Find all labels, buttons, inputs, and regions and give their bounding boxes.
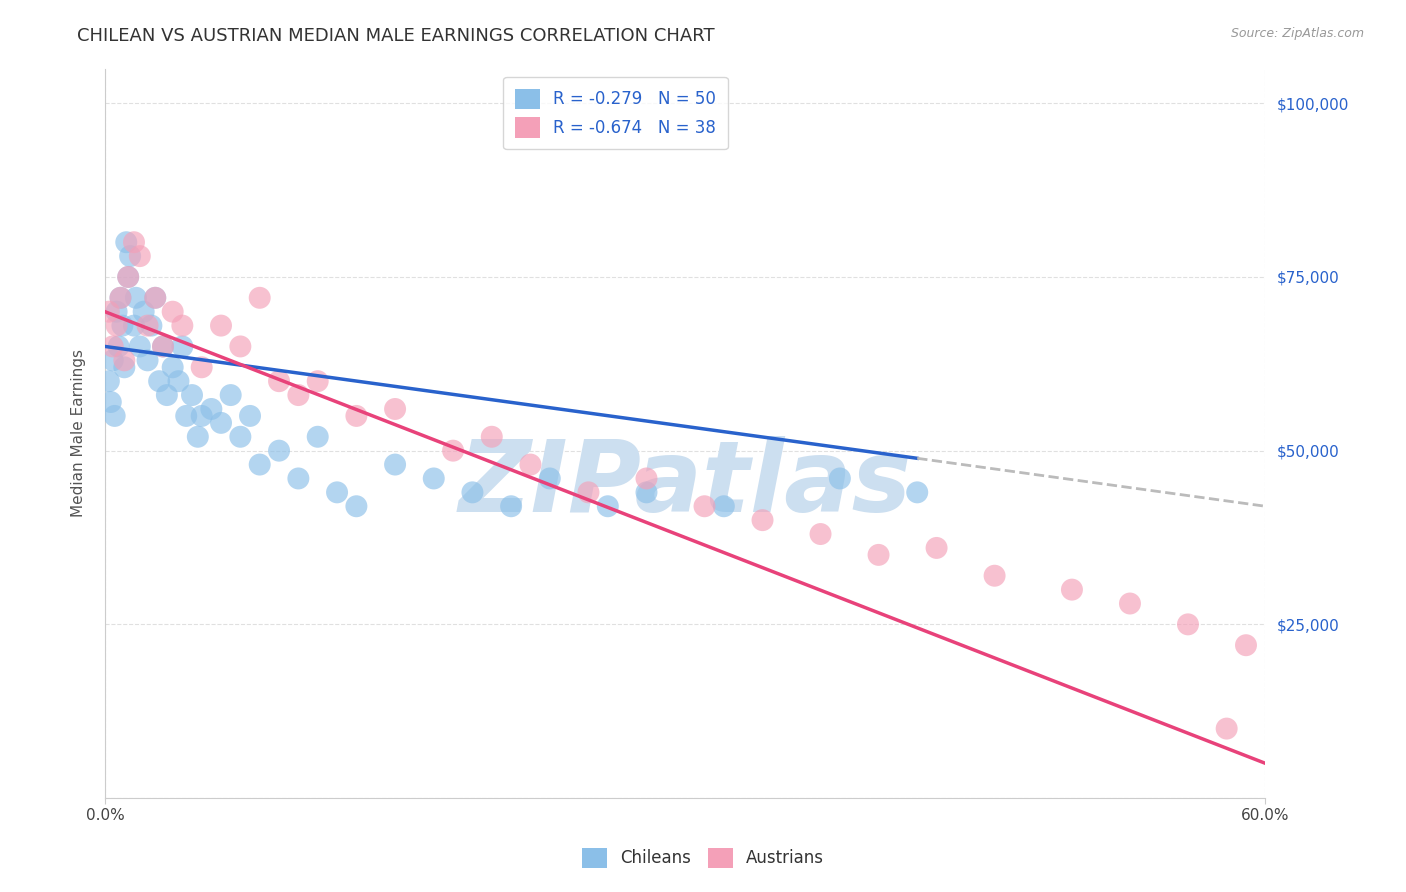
Point [105,304,128,318]
Point [122,235,145,250]
Point [97,374,120,388]
Point [519,458,541,472]
Point [112,360,135,375]
Point [423,471,446,485]
Point [148,374,170,388]
Point [200,401,222,416]
Point [162,304,184,318]
Point [125,291,148,305]
Point [905,485,928,500]
Point [828,471,851,485]
Point [287,388,309,402]
Point [128,249,150,263]
Point [187,430,209,444]
Point [156,388,179,402]
Point [132,304,155,318]
Text: CHILEAN VS AUSTRIAN MEDIAN MALE EARNINGS CORRELATION CHART: CHILEAN VS AUSTRIAN MEDIAN MALE EARNINGS… [77,27,716,45]
Point [239,409,262,423]
Point [636,485,658,500]
Point [481,430,503,444]
Point [167,374,190,388]
Point [143,291,166,305]
Text: Source: ZipAtlas.com: Source: ZipAtlas.com [1230,27,1364,40]
Point [925,541,948,555]
Point [229,339,252,353]
Point [101,339,124,353]
Point [713,500,735,514]
Point [190,409,212,423]
Point [1215,722,1237,736]
Point [287,471,309,485]
Point [267,374,290,388]
Point [120,249,142,263]
Point [172,339,194,353]
Point [636,471,658,485]
Point [174,409,197,423]
Point [209,416,232,430]
Point [983,568,1005,582]
Y-axis label: Median Male Earnings: Median Male Earnings [72,350,86,517]
Point [384,458,406,472]
Point [209,318,232,333]
Point [441,443,464,458]
Point [461,485,484,500]
Point [538,471,561,485]
Point [136,318,159,333]
Point [101,353,124,368]
Point [152,339,174,353]
Legend: R = -0.279   N = 50, R = -0.674   N = 38: R = -0.279 N = 50, R = -0.674 N = 38 [503,77,728,149]
Point [596,500,619,514]
Point [578,485,600,500]
Point [107,339,129,353]
Point [115,235,138,250]
Point [162,360,184,375]
Point [112,353,135,368]
Point [1119,597,1142,611]
Point [384,401,406,416]
Point [104,409,127,423]
Point [97,304,120,318]
Point [110,291,132,305]
Point [117,269,139,284]
Point [122,318,145,333]
Point [810,527,832,541]
Point [128,339,150,353]
Point [249,291,271,305]
Point [111,318,134,333]
Point [100,395,122,409]
Point [141,318,163,333]
Point [152,339,174,353]
Point [172,318,194,333]
Point [693,500,716,514]
Point [249,458,271,472]
Point [1060,582,1083,597]
Point [267,443,290,458]
Point [143,291,166,305]
Legend: Chileans, Austrians: Chileans, Austrians [575,841,831,875]
Point [110,291,132,305]
Point [219,388,242,402]
Point [181,388,204,402]
Point [868,548,890,562]
Point [344,409,367,423]
Point [307,374,329,388]
Point [307,430,329,444]
Point [1234,638,1257,652]
Point [501,500,523,514]
Point [326,485,349,500]
Point [105,318,128,333]
Point [190,360,212,375]
Point [344,500,367,514]
Point [1177,617,1199,632]
Point [117,269,139,284]
Point [136,353,159,368]
Text: ZIPatlas: ZIPatlas [458,436,911,533]
Point [751,513,773,527]
Point [229,430,252,444]
